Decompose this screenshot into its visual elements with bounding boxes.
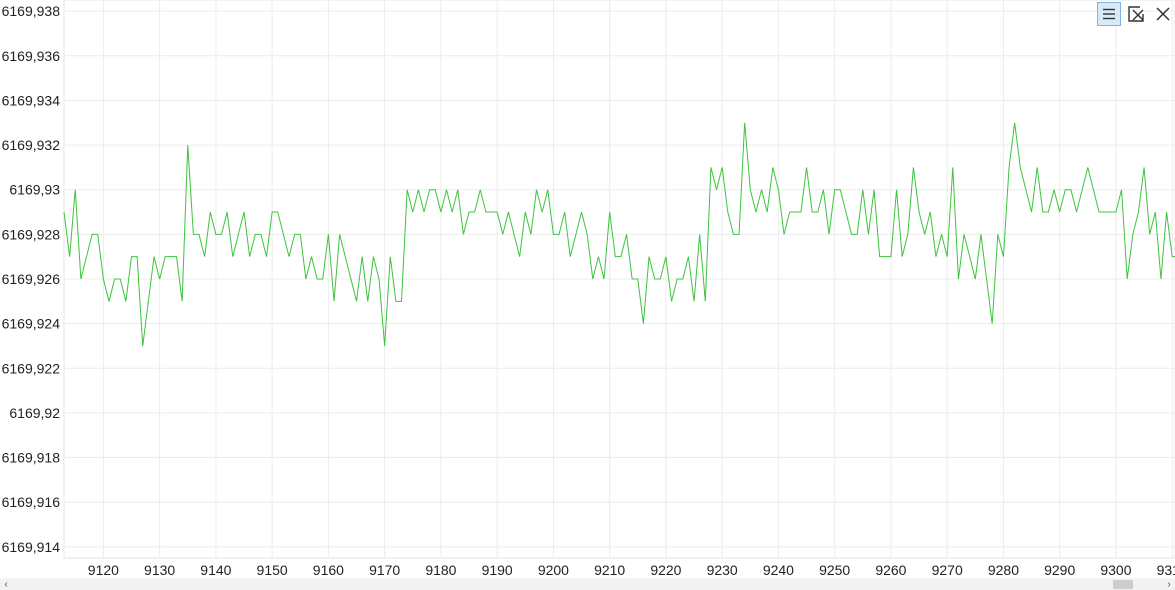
y-tick-label: 6169,93 bbox=[9, 182, 60, 198]
y-tick-label: 6169,926 bbox=[2, 271, 61, 287]
scroll-right-icon[interactable]: › bbox=[1167, 578, 1171, 590]
menu-button[interactable] bbox=[1097, 2, 1121, 26]
y-axis: 6169,914 6169,916 6169,918 6169,92 6169,922 6… bbox=[2, 3, 61, 555]
y-tick-label: 6169,916 bbox=[2, 494, 61, 510]
hamburger-menu-icon bbox=[1103, 8, 1115, 20]
y-tick-label: 6169,936 bbox=[2, 48, 61, 64]
close-icon bbox=[1156, 7, 1170, 21]
y-tick-label: 6169,922 bbox=[2, 360, 61, 376]
y-tick-label: 6169,934 bbox=[2, 92, 61, 108]
x-tick-label: 9160 bbox=[313, 562, 344, 578]
zoom-reset-button[interactable] bbox=[1124, 2, 1148, 26]
x-tick-label: 9130 bbox=[144, 562, 175, 578]
x-tick-label: 9120 bbox=[88, 562, 119, 578]
y-tick-label: 6169,932 bbox=[2, 137, 61, 153]
x-tick-label: 9280 bbox=[988, 562, 1019, 578]
y-tick-label: 6169,938 bbox=[2, 3, 61, 19]
series-line[interactable] bbox=[63, 122, 1175, 347]
x-tick-label: 9230 bbox=[707, 562, 738, 578]
x-tick-label: 9170 bbox=[369, 562, 400, 578]
x-tick-label: 9250 bbox=[819, 562, 850, 578]
x-tick-label: 9260 bbox=[875, 562, 906, 578]
x-axis: 9120 9130 9140 9150 9160 9170 9180 9190 9200 9210… bbox=[88, 562, 1175, 578]
x-tick-label: 9270 bbox=[932, 562, 963, 578]
x-tick-label: 9240 bbox=[763, 562, 794, 578]
x-tick-label: 9150 bbox=[257, 562, 288, 578]
y-tick-label: 6169,924 bbox=[2, 316, 61, 332]
horizontal-scrollbar[interactable]: ‹ › bbox=[0, 578, 1175, 590]
grid bbox=[63, 0, 1175, 559]
x-tick-label: 9140 bbox=[200, 562, 231, 578]
close-button[interactable] bbox=[1151, 2, 1175, 26]
x-tick-label: 9190 bbox=[482, 562, 513, 578]
zoom-reset-icon bbox=[1128, 6, 1144, 22]
x-tick-label: 9300 bbox=[1100, 562, 1131, 578]
chart-toolbar bbox=[1094, 0, 1175, 28]
y-tick-label: 6169,918 bbox=[2, 450, 61, 466]
x-tick-label: 9310 bbox=[1157, 562, 1175, 578]
y-tick-label: 6169,914 bbox=[2, 539, 61, 555]
y-tick-label: 6169,92 bbox=[9, 405, 60, 421]
x-tick-label: 9220 bbox=[650, 562, 681, 578]
x-tick-label: 9200 bbox=[538, 562, 569, 578]
y-tick-label: 6169,928 bbox=[2, 226, 61, 242]
scroll-left-icon[interactable]: ‹ bbox=[4, 578, 8, 590]
scroll-thumb[interactable] bbox=[1113, 580, 1133, 589]
x-tick-label: 9210 bbox=[594, 562, 625, 578]
series-layer bbox=[63, 122, 1175, 347]
x-tick-label: 9180 bbox=[425, 562, 456, 578]
x-tick-label: 9290 bbox=[1044, 562, 1075, 578]
